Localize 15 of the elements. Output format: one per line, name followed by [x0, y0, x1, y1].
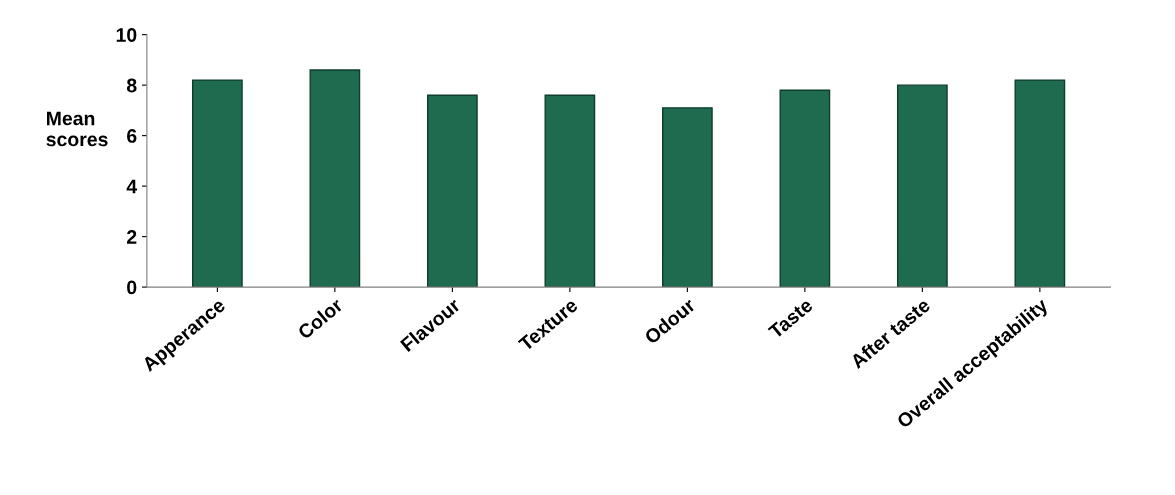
y-tick-label: 8 — [126, 78, 137, 93]
bar — [662, 107, 713, 288]
y-tick-label: 2 — [127, 230, 137, 244]
y-tick-label: 6 — [127, 129, 137, 143]
bar — [544, 94, 596, 288]
bar — [309, 69, 361, 288]
y-tick-label: 10 — [116, 28, 137, 42]
y-axis-title: Mean scores — [46, 111, 108, 147]
y-tick-label: 0 — [127, 280, 137, 295]
bar — [897, 84, 948, 288]
bar — [427, 94, 478, 288]
bar — [1014, 79, 1066, 288]
bar — [192, 79, 243, 288]
y-tick-label: 4 — [126, 179, 138, 194]
bar — [779, 89, 831, 288]
